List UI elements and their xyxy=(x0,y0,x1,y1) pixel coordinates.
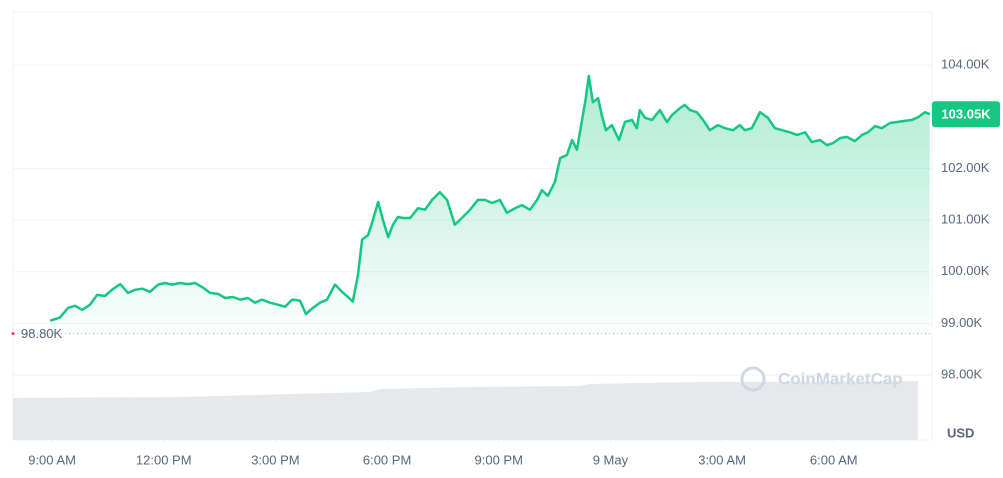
y-tick-label: 104.00K xyxy=(941,57,990,72)
price-line xyxy=(49,74,931,322)
reference-dot xyxy=(11,332,15,336)
watermark: CoinMarketCap xyxy=(740,366,903,392)
reference-label: 98.80K xyxy=(21,326,63,341)
watermark-text: CoinMarketCap xyxy=(778,369,903,388)
y-tick-label: 101.00K xyxy=(941,212,990,227)
x-tick-label: 9:00 AM xyxy=(28,452,76,467)
x-tick-label: 3:00 AM xyxy=(698,452,746,467)
x-tick-label: 9:00 PM xyxy=(475,452,523,467)
y-tick-label: 102.00K xyxy=(941,160,990,175)
volume-band xyxy=(13,381,918,440)
x-tick-label: 6:00 AM xyxy=(810,452,858,467)
y-tick-label: 98.00K xyxy=(941,366,983,381)
area-fill xyxy=(50,76,930,334)
y-tick-label: 99.00K xyxy=(941,315,983,330)
x-tick-label: 6:00 PM xyxy=(363,452,411,467)
current-price-label: 103.05K xyxy=(941,107,991,122)
x-tick-label: 12:00 PM xyxy=(136,452,192,467)
current-price-badge xyxy=(932,101,1000,128)
currency-label: USD xyxy=(947,425,974,440)
y-tick-label: 100.00K xyxy=(941,263,990,278)
x-tick-label: 3:00 PM xyxy=(251,452,299,467)
x-tick-label: 9 May xyxy=(593,452,629,467)
